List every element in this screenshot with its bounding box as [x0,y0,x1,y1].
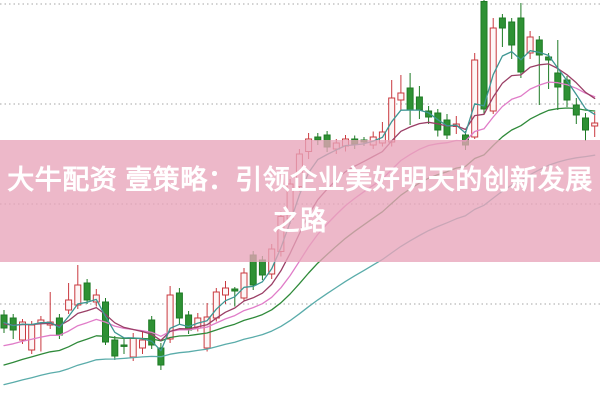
page-title-line-1: 大牛配资 壹策略：引领企业美好明天的创新发展 [7,165,593,195]
page-title-line-2: 之路 [272,206,328,236]
title-banner: 大牛配资 壹策略：引领企业美好明天的创新发展 之路 [0,140,600,262]
